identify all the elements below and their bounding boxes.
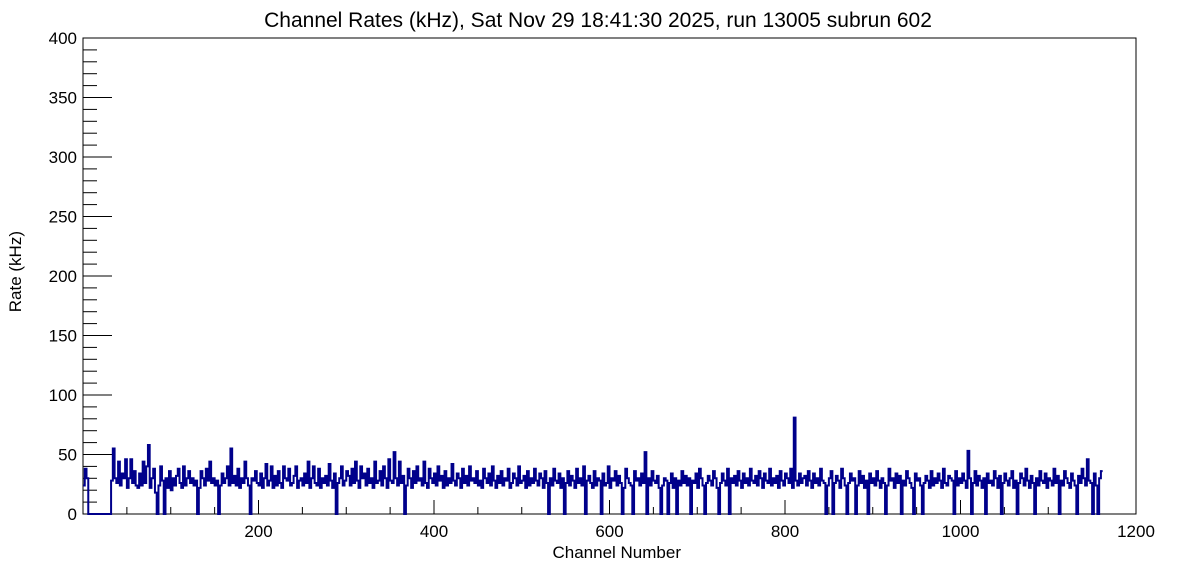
x-tick-label: 200 — [244, 522, 272, 541]
y-tick-label: 200 — [49, 267, 77, 286]
y-tick-label: 250 — [49, 208, 77, 227]
y-tick-label: 100 — [49, 386, 77, 405]
x-tick-label: 1200 — [1117, 522, 1155, 541]
x-tick-label: 400 — [420, 522, 448, 541]
series-layer — [83, 416, 1103, 515]
x-axis-label: Channel Number — [552, 543, 681, 562]
y-axis-tick-labels: 0 50 100 150 200 250 300 350 400 — [49, 29, 77, 524]
y-tick-label: 0 — [68, 505, 77, 524]
y-tick-label: 300 — [49, 148, 77, 167]
y-axis-ticks — [83, 37, 112, 515]
y-tick-label: 400 — [49, 29, 77, 48]
y-tick-label: 150 — [49, 327, 77, 346]
y-axis-label: Rate (kHz) — [6, 231, 25, 312]
plot-frame — [82, 37, 1137, 515]
chart-title: Channel Rates (kHz), Sat Nov 29 18:41:30… — [264, 9, 932, 32]
x-axis-tick-labels: 200 400 600 800 1000 1200 — [244, 522, 1155, 541]
x-tick-label: 1000 — [942, 522, 980, 541]
y-tick-label: 50 — [58, 446, 77, 465]
y-tick-label: 350 — [49, 89, 77, 108]
series-line — [83, 416, 1103, 515]
x-axis-ticks — [126, 500, 1137, 514]
x-tick-label: 600 — [595, 522, 623, 541]
x-tick-label: 800 — [771, 522, 799, 541]
